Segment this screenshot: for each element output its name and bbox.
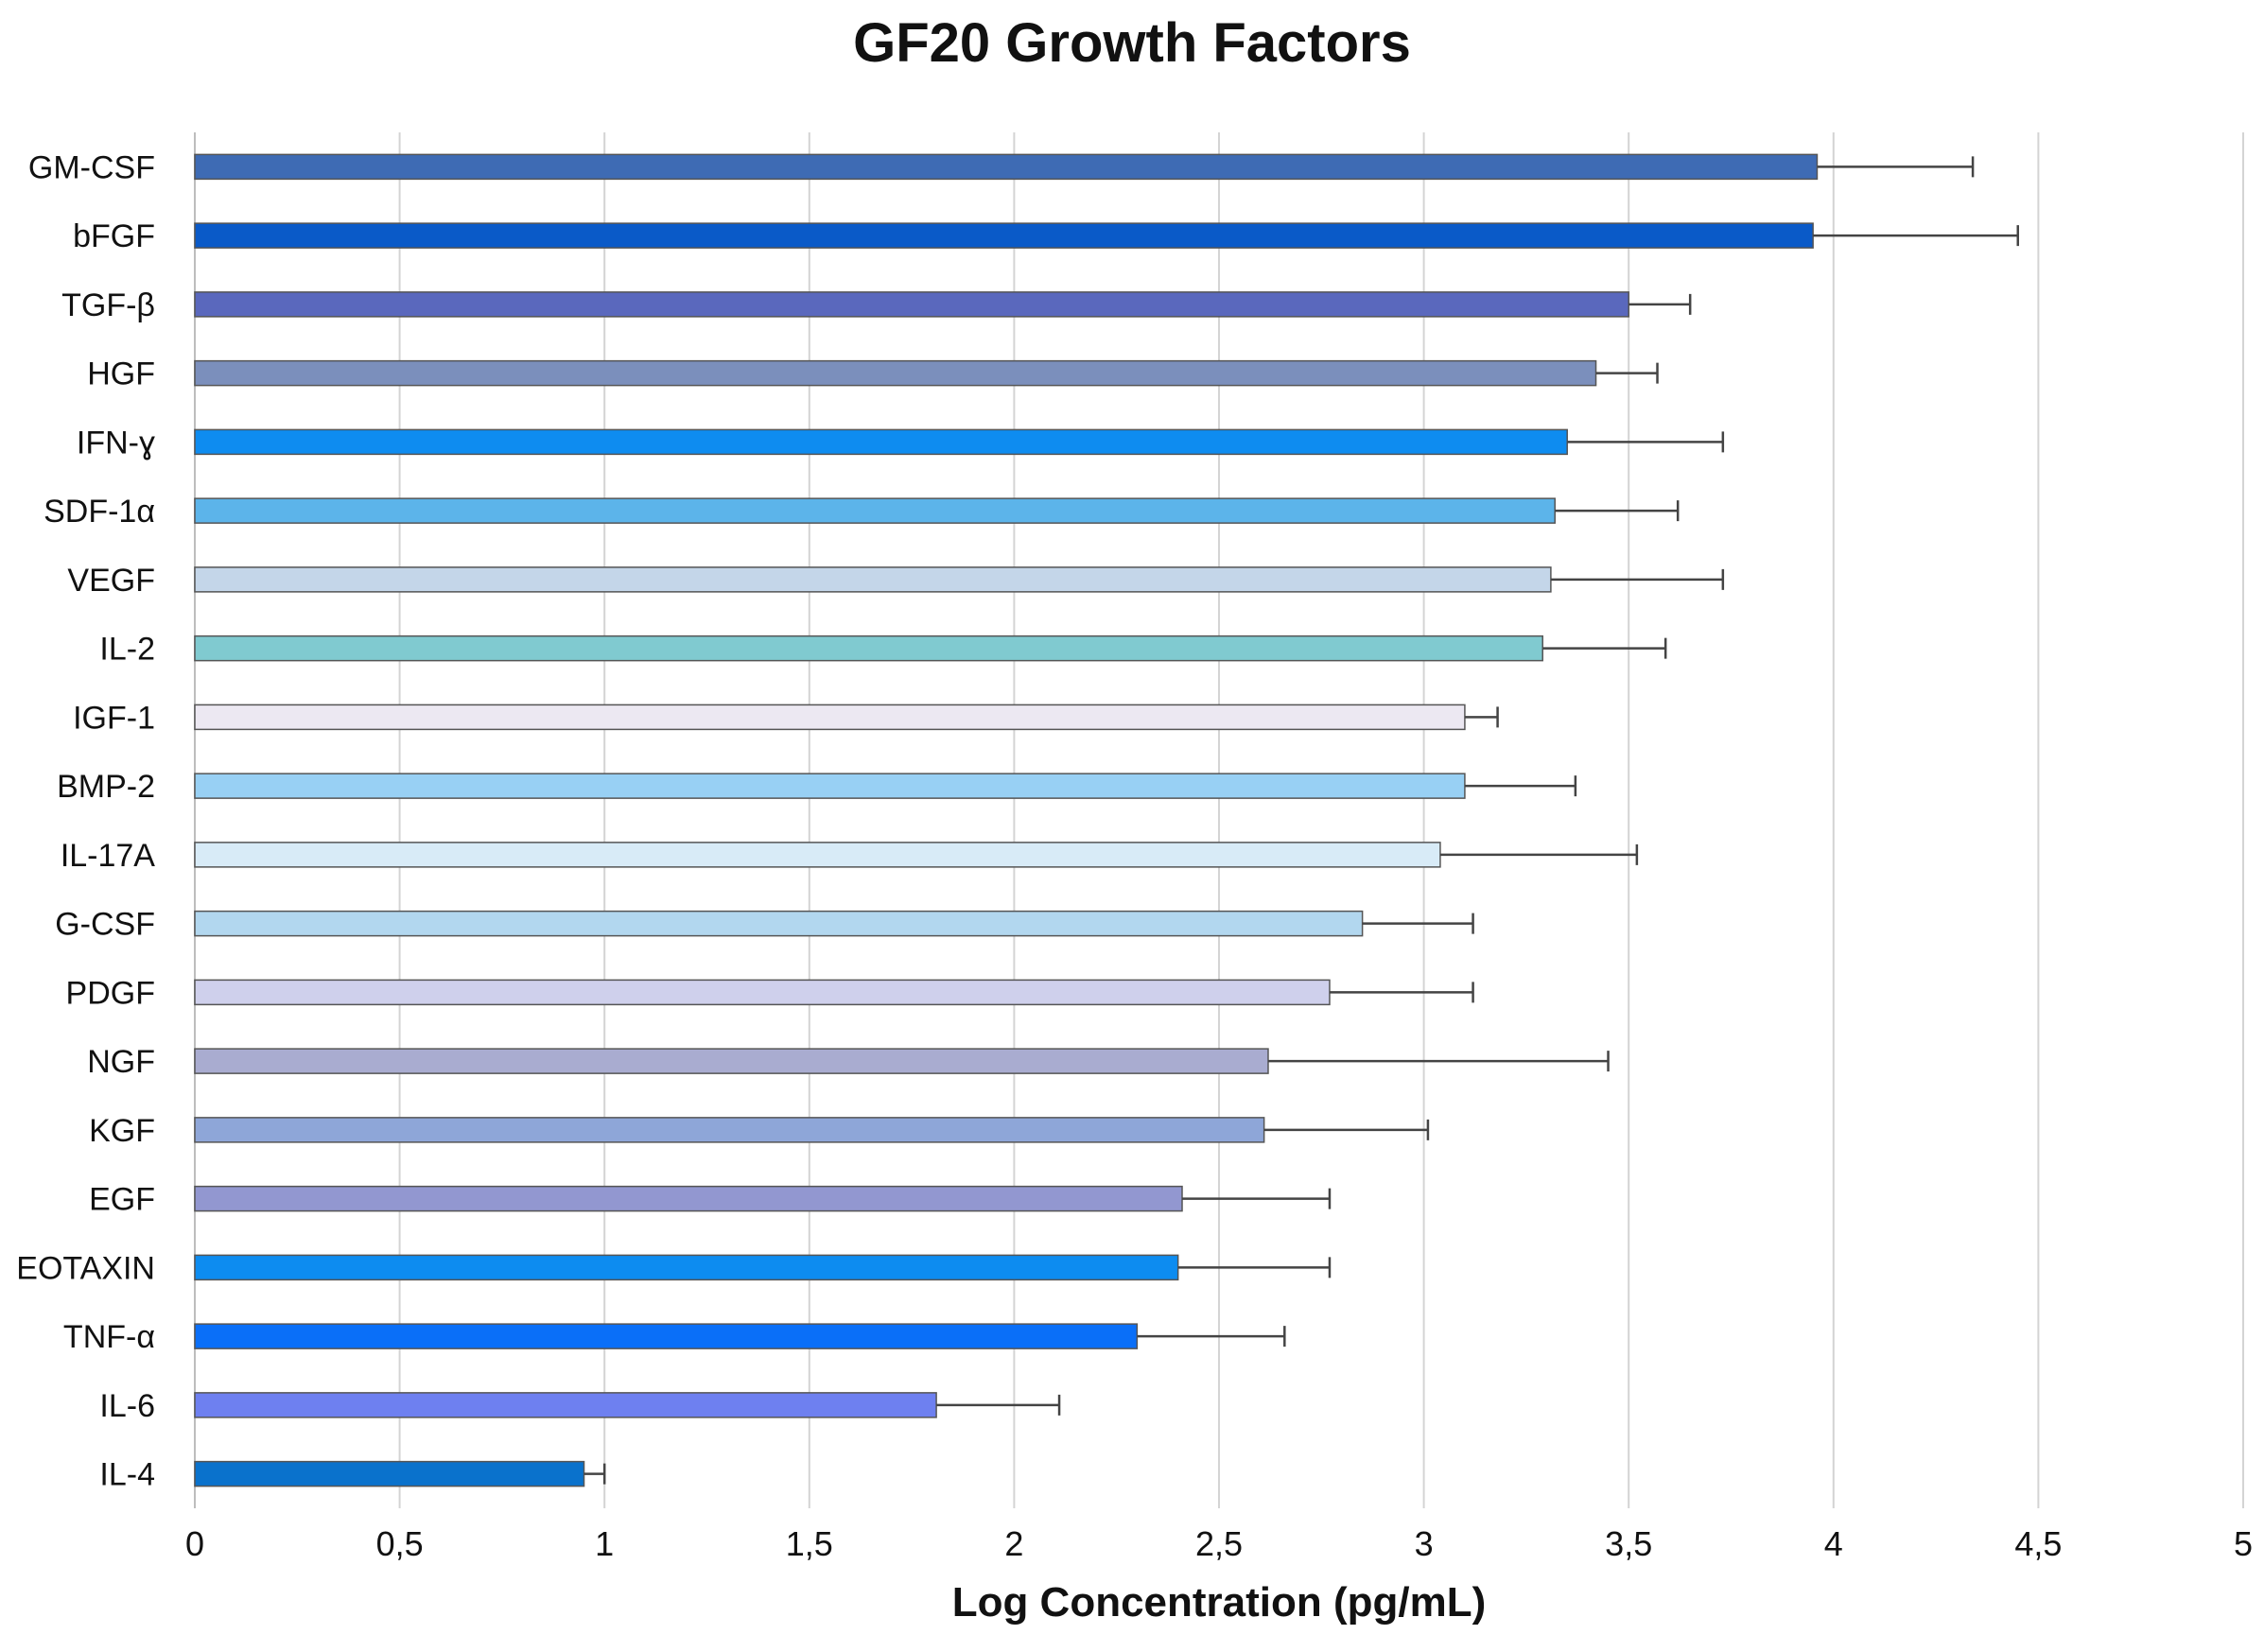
category-label: TGF-β — [61, 287, 155, 323]
category-label: IGF-1 — [73, 700, 155, 736]
category-label: TNF-α — [63, 1319, 155, 1355]
category-label: SDF-1α — [44, 494, 155, 530]
category-label: IL-6 — [99, 1388, 155, 1424]
bar — [194, 979, 1331, 1006]
category-label: GM-CSF — [28, 149, 155, 185]
category-label: PDGF — [66, 975, 155, 1011]
category-label: IL-4 — [99, 1457, 155, 1493]
bar — [194, 1460, 585, 1487]
category-label: IL-2 — [99, 632, 155, 668]
category-label: bFGF — [73, 218, 155, 254]
category-label: G-CSF — [55, 907, 155, 943]
x-tick-label: 4 — [1824, 1524, 1843, 1563]
bar — [194, 842, 1441, 868]
bar — [194, 1048, 1269, 1074]
bar — [194, 153, 1819, 181]
x-tick-label: 3 — [1415, 1524, 1434, 1563]
bar — [194, 773, 1466, 799]
bar — [194, 428, 1568, 456]
category-label: KGF — [89, 1113, 155, 1149]
bar — [194, 704, 1466, 731]
bar — [194, 1254, 1179, 1281]
category-label: IL-17A — [61, 838, 155, 874]
x-axis-title: Log Concentration (pg/mL) — [951, 1579, 1487, 1626]
x-tick-label: 1,5 — [786, 1524, 833, 1563]
bar — [194, 497, 1556, 524]
x-tick-label: 4,5 — [2014, 1524, 2062, 1563]
x-tick-label: 2 — [1004, 1524, 1023, 1563]
bar — [194, 635, 1543, 662]
bar — [194, 1392, 937, 1418]
x-tick-label: 1 — [595, 1524, 614, 1563]
category-label: VEGF — [67, 563, 155, 599]
x-tick-label: 0 — [185, 1524, 204, 1563]
bar — [194, 910, 1364, 937]
bar — [194, 1185, 1183, 1212]
bar — [194, 1117, 1265, 1143]
x-tick-label: 3,5 — [1605, 1524, 1652, 1563]
category-label: EOTAXIN — [16, 1250, 155, 1286]
category-label: IFN-ɣ — [77, 425, 155, 461]
x-tick-label: 2,5 — [1195, 1524, 1243, 1563]
category-label: HGF — [87, 356, 155, 392]
bar — [194, 566, 1552, 593]
x-tick-label: 5 — [2234, 1524, 2253, 1563]
category-label: NGF — [87, 1044, 155, 1080]
chart-title: GF20 Growth Factors — [853, 12, 1411, 74]
bar — [194, 291, 1629, 318]
x-tick-label: 0,5 — [376, 1524, 424, 1563]
category-label: BMP-2 — [57, 769, 155, 805]
bar — [194, 222, 1814, 249]
bar — [194, 1323, 1139, 1349]
category-label: EGF — [89, 1182, 155, 1218]
bar — [194, 359, 1597, 387]
